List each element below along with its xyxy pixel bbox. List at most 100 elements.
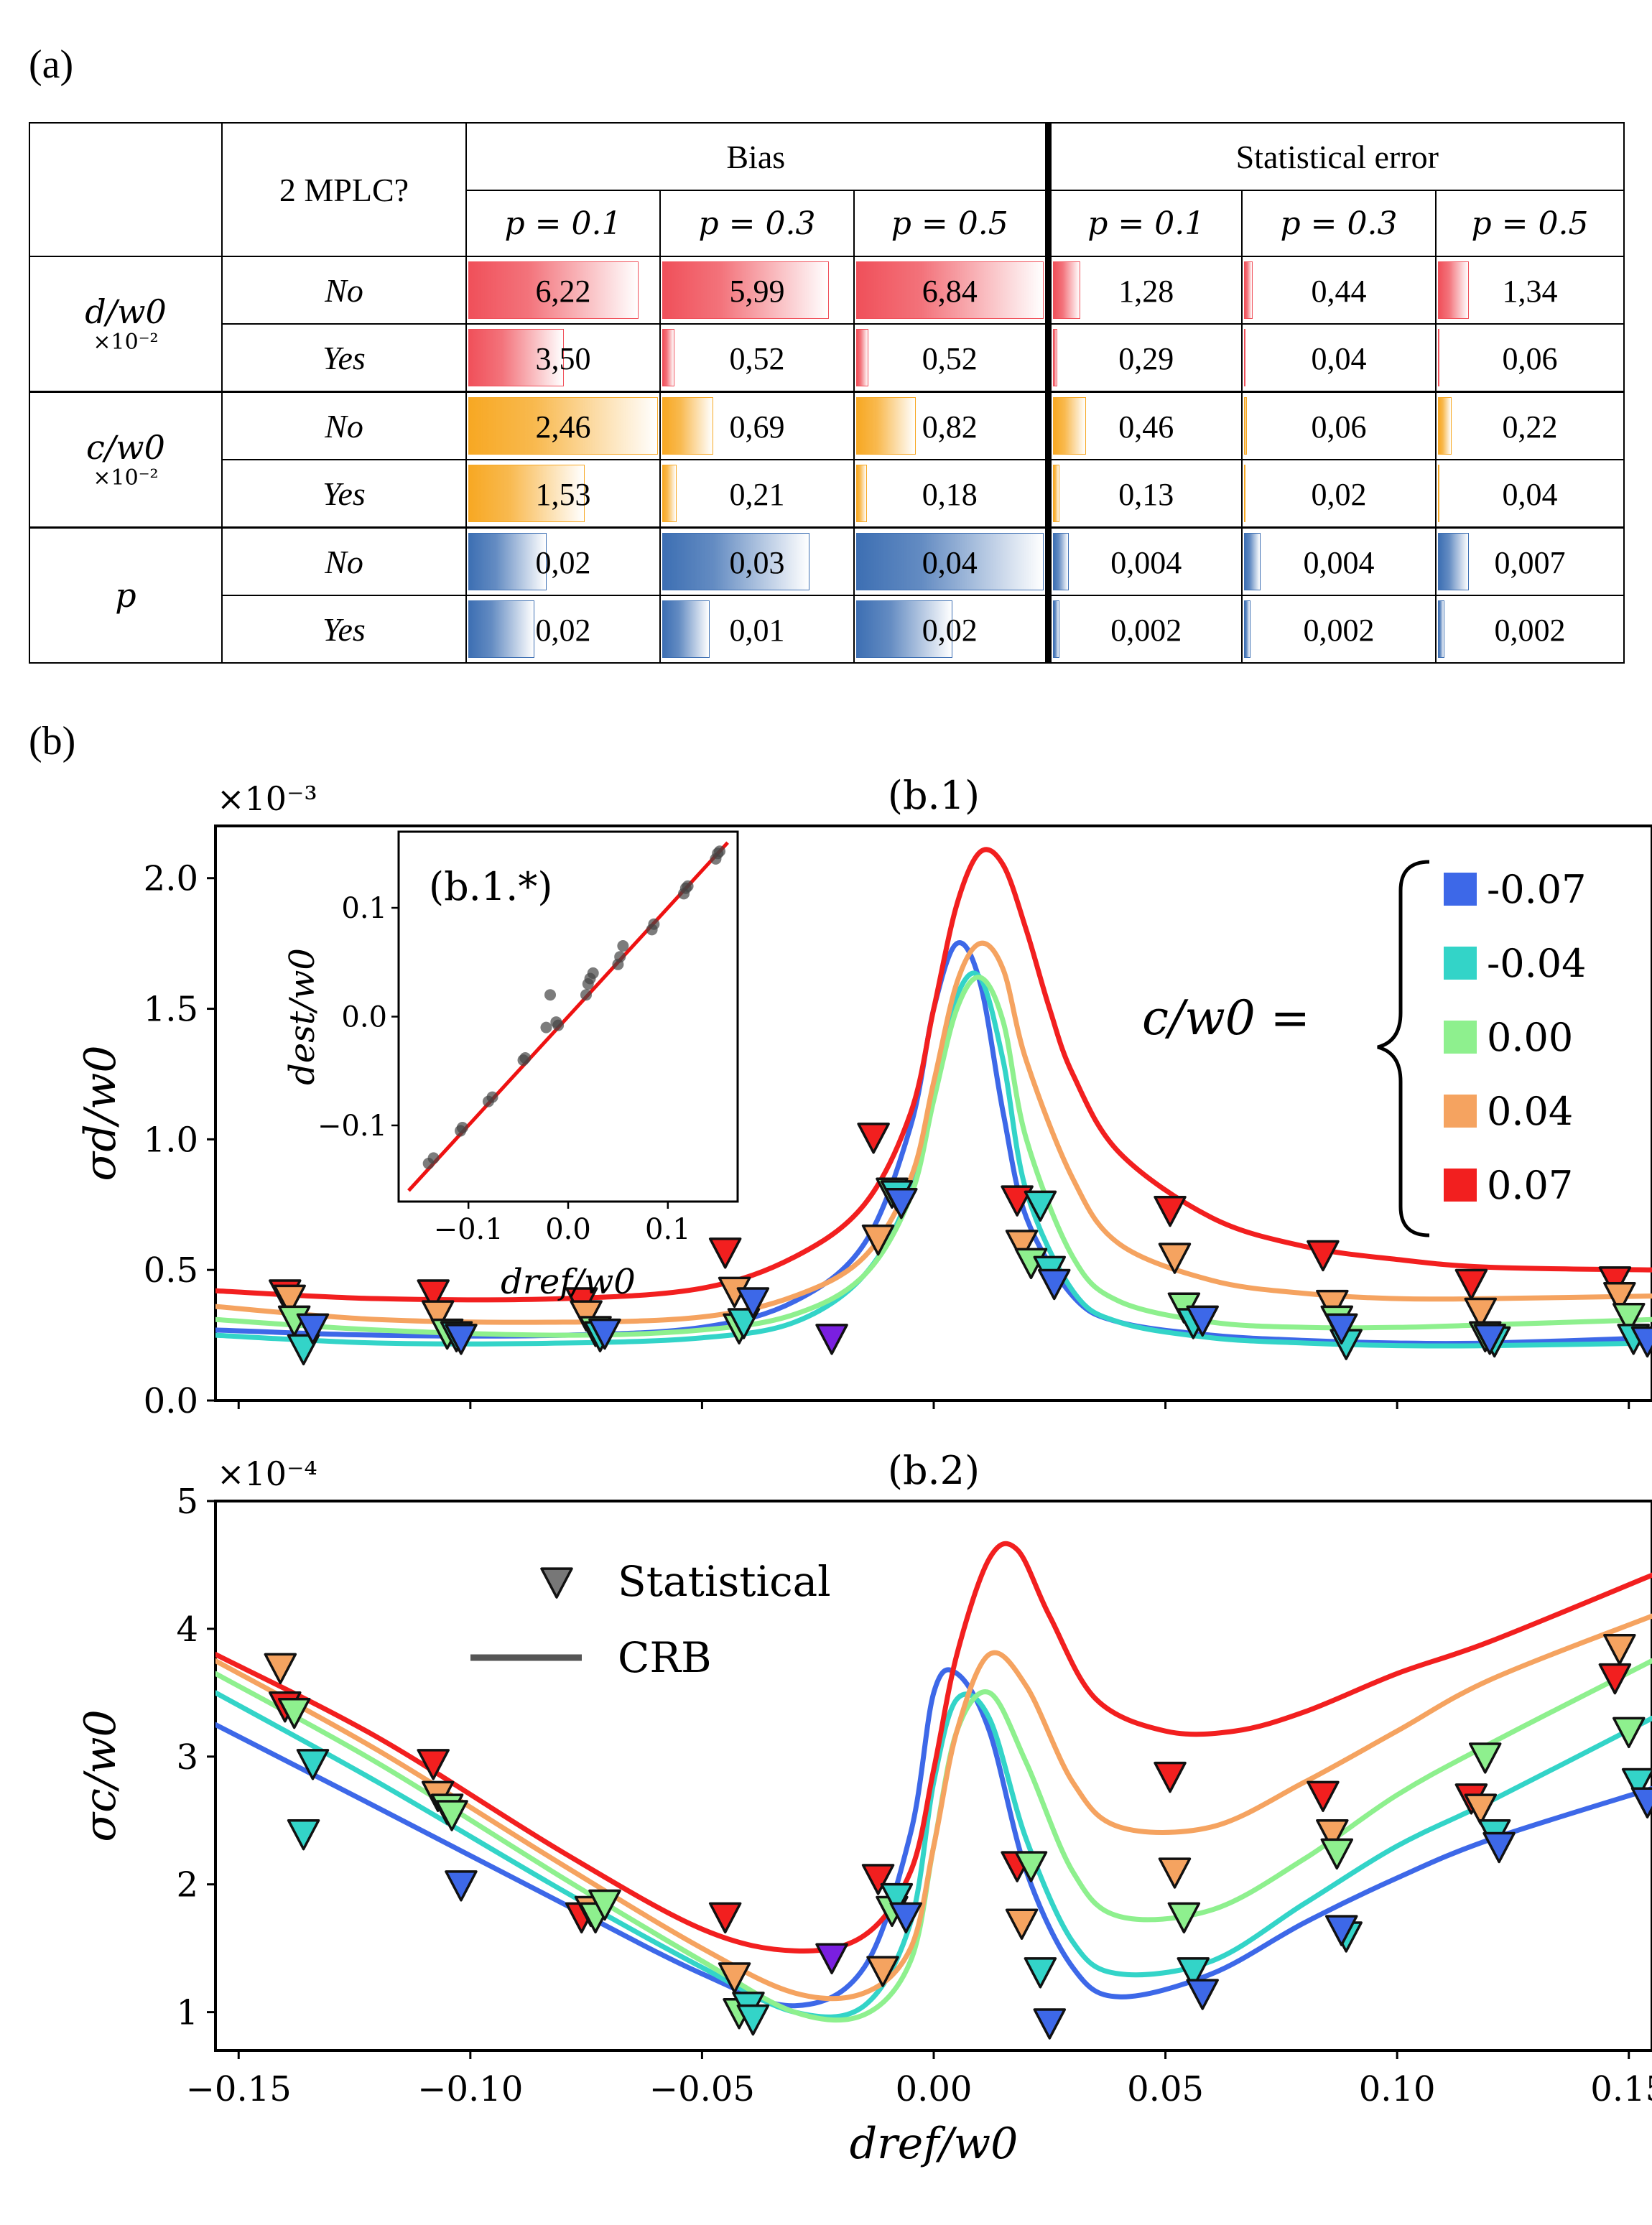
- marker: [1630, 1326, 1652, 1358]
- cell-bar: [1438, 465, 1439, 522]
- markers-group: [269, 1123, 1652, 1366]
- marker: [421, 1300, 455, 1332]
- marker: [1005, 1230, 1039, 1261]
- marker: [1316, 1818, 1349, 1851]
- marker: [1158, 1857, 1192, 1889]
- cell-bar: [1438, 533, 1469, 590]
- marker: [1307, 1240, 1340, 1272]
- marker: [736, 1287, 770, 1319]
- table-cell: 0,04: [853, 526, 1049, 596]
- marker: [1005, 1908, 1039, 1940]
- marker: [588, 1318, 621, 1350]
- legend-statistical-label: Statistical: [618, 1557, 831, 1606]
- p-label-1: p = 0.3: [659, 190, 855, 257]
- marker: [861, 1224, 895, 1256]
- mplc-value: Yes: [221, 459, 467, 529]
- x-axis-label: dref/w0: [850, 2119, 1018, 2169]
- table-row: Yes 0,02 0,01 0,02 0,002 0,002 0,002: [29, 595, 1625, 664]
- legend-label: 0.04: [1487, 1089, 1573, 1134]
- table-cell: 0,44: [1241, 256, 1437, 325]
- inset-point: [486, 1091, 498, 1103]
- legend-label: -0.04: [1487, 941, 1586, 986]
- inset-point: [552, 1019, 565, 1031]
- marker: [708, 1902, 742, 1933]
- legend-label: -0.07: [1487, 867, 1586, 912]
- chart-title: (b.2): [888, 1448, 980, 1493]
- x-tick-label: 0.05: [1127, 2069, 1204, 2109]
- y-tick-label: 0.0: [144, 1381, 198, 1421]
- plot-area: 1 2 3 4 5 −0.15 −0.10 −0.05 0.00 0.05 0.10 0.15 ×10⁻…: [75, 1448, 1652, 2169]
- table-cell: 0,52: [659, 323, 855, 393]
- table-cell: 0,13: [1044, 459, 1243, 529]
- markers-group: [264, 1633, 1652, 2040]
- cell-value: 0,002: [1494, 612, 1566, 648]
- y-multiplier: ×10⁻⁴: [217, 1454, 317, 1493]
- inset-y-tick-label: 0.1: [341, 892, 387, 925]
- p-label-4: p = 0.3: [1241, 190, 1437, 257]
- cell-bar: [468, 600, 535, 658]
- cell-bar: [856, 397, 917, 455]
- cell-value: 0,02: [1311, 476, 1367, 512]
- legend-swatch: [1444, 1021, 1477, 1054]
- cell-value: 1,28: [1118, 273, 1174, 309]
- table-cell: 0,29: [1044, 323, 1243, 393]
- cell-bar: [468, 329, 564, 386]
- x-tick-label: 0.00: [896, 2069, 973, 2109]
- table-cell: 1,28: [1044, 256, 1243, 325]
- inset-point: [456, 1122, 468, 1133]
- marker: [1154, 1761, 1187, 1793]
- marker: [264, 1653, 297, 1685]
- cell-bar: [1438, 397, 1452, 455]
- cell-value: 0,29: [1118, 340, 1174, 376]
- y-tick-label: 0.5: [144, 1250, 198, 1291]
- cell-value: 0,52: [729, 340, 785, 376]
- series-line-0.00: [215, 975, 1652, 1338]
- marker: [1454, 1268, 1488, 1301]
- table-cell: 0,02: [853, 595, 1049, 664]
- table-row: Yes 1,53 0,21 0,18 0,13 0,02 0,04: [29, 459, 1625, 529]
- marker: [1186, 1305, 1219, 1337]
- mplc-value: Yes: [221, 323, 467, 393]
- marker: [866, 1956, 899, 1987]
- cell-bar: [662, 261, 829, 319]
- cell-bar: [662, 600, 710, 658]
- p-label-3: p = 0.1: [1044, 190, 1243, 257]
- cell-value: 0,69: [729, 409, 785, 445]
- inset-y-tick-label: 0.0: [341, 1001, 387, 1034]
- table-cell: 0,002: [1435, 595, 1625, 664]
- y-tick-label: 2: [176, 1865, 198, 1905]
- inset-point: [682, 880, 694, 892]
- y-tick-label: 5: [176, 1482, 198, 1522]
- x-tick-label: −0.10: [417, 2069, 523, 2109]
- table-cell: 0,46: [1044, 391, 1243, 460]
- table-cell: 0,52: [853, 323, 1049, 393]
- cell-bar: [468, 465, 585, 522]
- legend-brace: [1377, 860, 1430, 1237]
- cell-bar: [662, 329, 675, 386]
- cell-bar: [856, 600, 952, 658]
- cell-value: 0,52: [922, 340, 978, 376]
- cell-bar: [1244, 465, 1245, 522]
- marker: [815, 1324, 848, 1355]
- marker: [1024, 1190, 1057, 1222]
- y-tick-label: 3: [176, 1737, 198, 1778]
- cell-value: 0,03: [729, 544, 785, 580]
- results-table: 2 MPLC? Bias Statistical error p = 0.1 p …: [29, 122, 1625, 664]
- table-cell: 0,03: [659, 526, 855, 596]
- table-cell: 0,007: [1435, 526, 1625, 596]
- inset-x-label: dref/w0: [501, 1262, 636, 1302]
- marker: [1598, 1663, 1632, 1695]
- table-cell: 1,53: [465, 459, 661, 529]
- cell-value: 0,02: [922, 612, 978, 648]
- inset-point: [714, 845, 726, 858]
- cell-bar: [856, 329, 869, 386]
- cell-value: 0,13: [1118, 476, 1174, 512]
- table-row: c/w0 ×10⁻² No 2,46 0,69 0,82 0,46 0,06 0,22: [29, 391, 1625, 529]
- table-cell: 0,02: [465, 526, 661, 596]
- inset-point: [544, 989, 557, 1001]
- marker: [1603, 1281, 1636, 1314]
- cell-value: 0,18: [922, 476, 978, 512]
- inset-point: [540, 1021, 552, 1033]
- cell-bar: [1052, 397, 1086, 455]
- cell-bar: [1052, 533, 1069, 590]
